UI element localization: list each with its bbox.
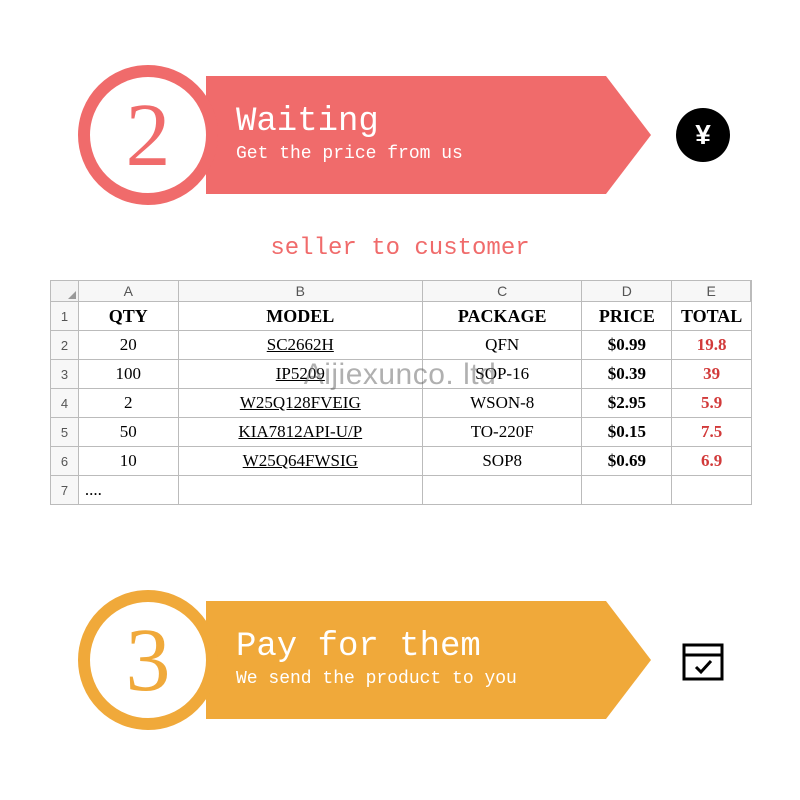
cell-model: IP5209 <box>179 360 423 388</box>
header-package: PACKAGE <box>423 302 583 330</box>
cell-price: $0.99 <box>582 331 672 359</box>
step-3-icon-circle <box>676 633 730 687</box>
cell-model: W25Q128FVEIG <box>179 389 423 417</box>
step-2-number: 2 <box>126 84 171 187</box>
step-3-number: 3 <box>126 609 171 712</box>
step-2-subtitle: Get the price from us <box>236 143 556 166</box>
cell-empty <box>179 476 423 504</box>
cell-total: 5.9 <box>672 389 751 417</box>
table-row: 610W25Q64FWSIGSOP8$0.696.9 <box>51 447 751 476</box>
seller-to-customer-label: seller to customer <box>0 235 800 262</box>
cell-package: SOP-16 <box>423 360 583 388</box>
col-letter: D <box>582 281 672 301</box>
step-2-icon-circle: ¥ <box>676 108 730 162</box>
row-number: 2 <box>51 331 79 359</box>
row-number: 4 <box>51 389 79 417</box>
header-qty: QTY <box>79 302 179 330</box>
cell-qty-ellipsis: .... <box>79 476 179 504</box>
cell-package: WSON-8 <box>423 389 583 417</box>
row-number: 1 <box>51 302 79 330</box>
cell-model: KIA7812API-U/P <box>179 418 423 446</box>
step-3-banner: 3 Pay for them We send the product to yo… <box>78 595 730 725</box>
cell-total: 19.8 <box>672 331 751 359</box>
cell-price: $2.95 <box>582 389 672 417</box>
header-price: PRICE <box>582 302 672 330</box>
row-number: 5 <box>51 418 79 446</box>
header-model: MODEL <box>179 302 423 330</box>
price-spreadsheet: A B C D E 1 QTY MODEL PACKAGE PRICE TOTA… <box>50 280 752 505</box>
step-3-number-circle: 3 <box>78 590 218 730</box>
cell-total: 7.5 <box>672 418 751 446</box>
sheet-last-row: 7 .... <box>51 476 751 504</box>
sheet-corner <box>51 281 79 301</box>
header-total: TOTAL <box>672 302 751 330</box>
cell-price: $0.69 <box>582 447 672 475</box>
sheet-header-row: 1 QTY MODEL PACKAGE PRICE TOTAL <box>51 302 751 331</box>
table-row: 220SC2662HQFN$0.9919.8 <box>51 331 751 360</box>
box-check-icon <box>676 633 730 687</box>
cell-qty: 10 <box>79 447 179 475</box>
col-letter: A <box>79 281 179 301</box>
step-3-title: Pay for them <box>236 628 566 666</box>
cell-qty: 50 <box>79 418 179 446</box>
table-row: 3100IP5209SOP-16$0.3939 <box>51 360 751 389</box>
step-2-number-circle: 2 <box>78 65 218 205</box>
row-number: 7 <box>51 476 79 504</box>
cell-price: $0.15 <box>582 418 672 446</box>
cell-empty <box>582 476 672 504</box>
cell-price: $0.39 <box>582 360 672 388</box>
cell-total: 39 <box>672 360 751 388</box>
cell-qty: 2 <box>79 389 179 417</box>
col-letter: B <box>179 281 423 301</box>
sheet-column-letters-row: A B C D E <box>51 281 751 302</box>
cell-qty: 20 <box>79 331 179 359</box>
cell-qty: 100 <box>79 360 179 388</box>
step-2-title: Waiting <box>236 103 566 141</box>
table-row: 550KIA7812API-U/PTO-220F$0.157.5 <box>51 418 751 447</box>
cell-empty <box>672 476 751 504</box>
step-2-body: Waiting Get the price from us <box>206 76 606 194</box>
cell-empty <box>423 476 583 504</box>
step-3-body: Pay for them We send the product to you <box>206 601 606 719</box>
row-number: 6 <box>51 447 79 475</box>
cell-model: SC2662H <box>179 331 423 359</box>
row-number: 3 <box>51 360 79 388</box>
col-letter: C <box>423 281 583 301</box>
col-letter: E <box>672 281 751 301</box>
cell-package: TO-220F <box>423 418 583 446</box>
cell-package: QFN <box>423 331 583 359</box>
yen-icon: ¥ <box>695 119 711 151</box>
cell-total: 6.9 <box>672 447 751 475</box>
cell-package: SOP8 <box>423 447 583 475</box>
cell-model: W25Q64FWSIG <box>179 447 423 475</box>
step-2-banner: 2 Waiting Get the price from us ¥ <box>78 70 730 200</box>
table-row: 42W25Q128FVEIGWSON-8$2.955.9 <box>51 389 751 418</box>
step-3-subtitle: We send the product to you <box>236 668 556 691</box>
